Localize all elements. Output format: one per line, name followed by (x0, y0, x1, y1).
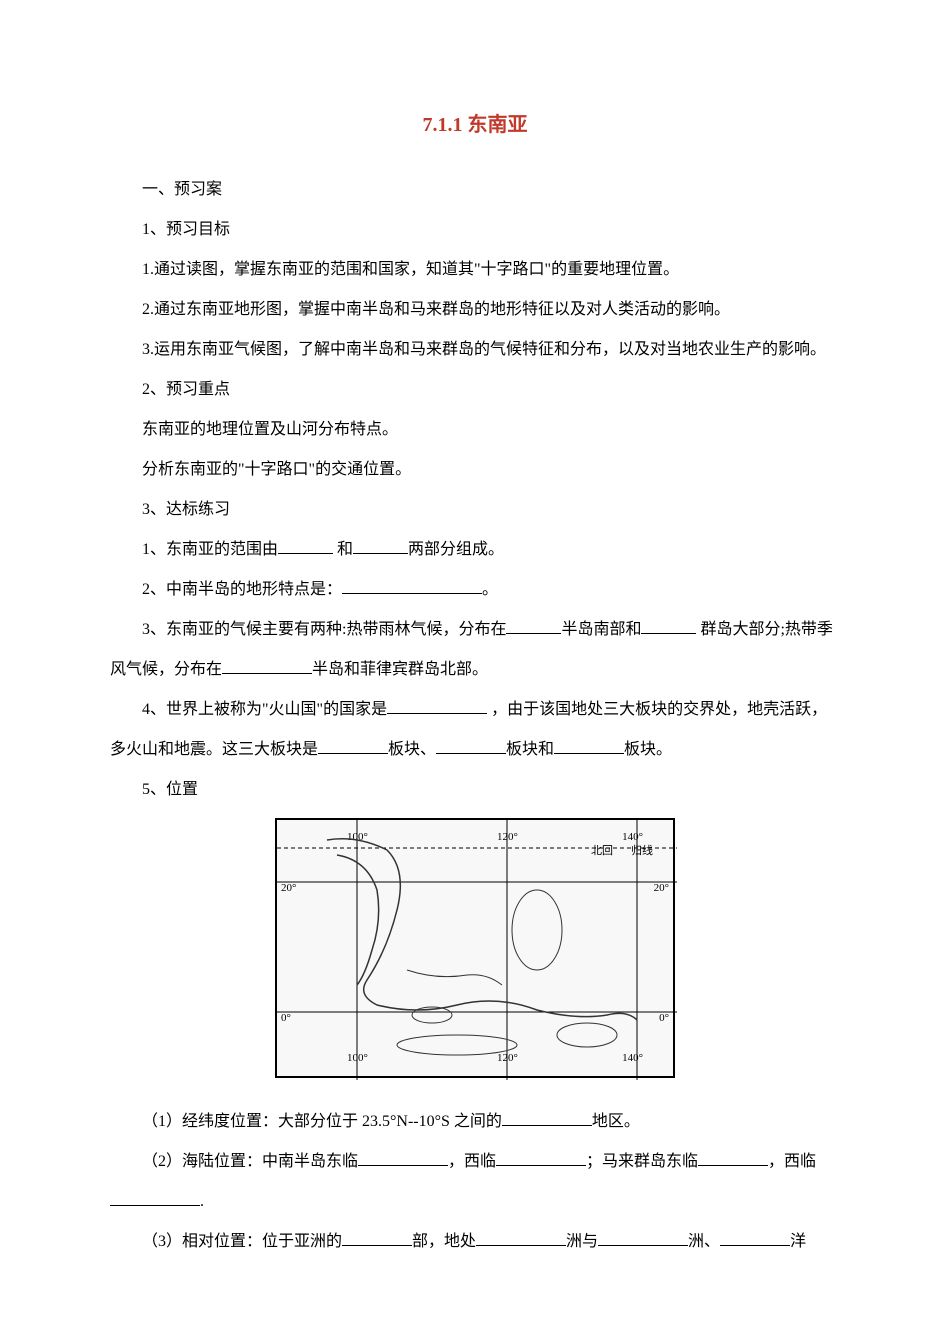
q5-3-text-c: 洲与 (566, 1233, 598, 1250)
q5-2-text-a: （2）海陆位置：中南半岛东临 (142, 1153, 358, 1170)
blank-q5-2-1[interactable] (358, 1165, 448, 1166)
southeast-asia-map: 100° 120° 140° 北回 归线 20° 20° 0° 0° 100° … (275, 818, 675, 1078)
q5-2-text-c: ；马来群岛东临 (586, 1153, 698, 1170)
q3-text-a: 3、东南亚的气候主要有两种:热带雨林气候，分布在 (142, 621, 506, 638)
q4-text-c: 板块、 (388, 741, 436, 758)
subsection-1-2: 2、预习重点 (110, 370, 840, 410)
blank-q4-3[interactable] (436, 753, 506, 754)
blank-q3-2[interactable] (641, 633, 696, 634)
blank-q5-3-3[interactable] (598, 1245, 688, 1246)
map-container: 100° 120° 140° 北回 归线 20° 20° 0° 0° 100° … (110, 810, 840, 1102)
q2-text-a: 2、中南半岛的地形特点是： (142, 581, 342, 598)
question-3: 3、东南亚的气候主要有两种:热带雨林气候，分布在半岛南部和 群岛大部分;热带季风… (110, 610, 840, 690)
document-title: 7.1.1 东南亚 (110, 100, 840, 150)
q5-3-text-d: 洲、 (688, 1233, 720, 1250)
map-svg (277, 820, 677, 1080)
q4-text-d: 板块和 (506, 741, 554, 758)
key-point-2: 分析东南亚的"十字路口"的交通位置。 (110, 450, 840, 490)
blank-q5-3-4[interactable] (720, 1245, 790, 1246)
q1-text-a: 1、东南亚的范围由 (142, 541, 278, 558)
blank-q5-3-1[interactable] (342, 1245, 412, 1246)
subsection-1-1: 1、预习目标 (110, 210, 840, 250)
q4-text-a: 4、世界上被称为"火山国"的国家是 (142, 701, 387, 718)
q5-3-text-e: 洋 (790, 1233, 806, 1250)
blank-q5-2-4[interactable] (110, 1205, 200, 1206)
blank-q4-1[interactable] (387, 713, 487, 714)
blank-q1-2[interactable] (353, 553, 408, 554)
q2-text-b: 。 (482, 581, 498, 598)
title-text: 7.1.1 东南亚 (423, 114, 528, 136)
q5-3-text-b: 部，地处 (412, 1233, 476, 1250)
q4-text-e: 板块。 (624, 741, 672, 758)
q5-2-text-b: ，西临 (448, 1153, 496, 1170)
blank-q4-2[interactable] (318, 753, 388, 754)
q3-text-d: 半岛和菲律宾群岛北部。 (312, 661, 488, 678)
blank-q1-1[interactable] (278, 553, 333, 554)
objective-2: 2.通过东南亚地形图，掌握中南半岛和马来群岛的地形特征以及对人类活动的影响。 (110, 290, 840, 330)
q5-1-text-b: 地区。 (592, 1113, 640, 1130)
blank-q5-2-3[interactable] (698, 1165, 768, 1166)
q1-text-c: 两部分组成。 (408, 541, 504, 558)
blank-q5-3-2[interactable] (476, 1245, 566, 1246)
question-5-1: （1）经纬度位置：大部分位于 23.5°N--10°S 之间的 地区。 (110, 1102, 840, 1142)
question-4: 4、世界上被称为"火山国"的国家是 ，由于该国地处三大板块的交界处，地壳活跃，多… (110, 690, 840, 770)
q5-3-text-a: （3）相对位置：位于亚洲的 (142, 1233, 342, 1250)
question-5-2: （2）海陆位置：中南半岛东临 ，西临 ；马来群岛东临 ，西临 . (110, 1142, 840, 1222)
q5-2-text-d: ，西临 (768, 1153, 816, 1170)
blank-q4-4[interactable] (554, 753, 624, 754)
subsection-1-3: 3、达标练习 (110, 490, 840, 530)
blank-q2-1[interactable] (342, 593, 482, 594)
objective-1: 1.通过读图，掌握东南亚的范围和国家，知道其"十字路口"的重要地理位置。 (110, 250, 840, 290)
objective-3: 3.运用东南亚气候图，了解中南半岛和马来群岛的气候特征和分布，以及对当地农业生产… (110, 330, 840, 370)
blank-q3-1[interactable] (506, 633, 561, 634)
question-5-3: （3）相对位置：位于亚洲的 部，地处 洲与 洲、 洋 (110, 1222, 840, 1262)
section-header-1: 一、预习案 (110, 170, 840, 210)
question-2: 2、中南半岛的地形特点是： 。 (110, 570, 840, 610)
blank-q3-3[interactable] (222, 673, 312, 674)
question-1: 1、东南亚的范围由 和 两部分组成。 (110, 530, 840, 570)
q5-1-text-a: （1）经纬度位置：大部分位于 23.5°N--10°S 之间的 (142, 1113, 502, 1130)
blank-q5-2-2[interactable] (496, 1165, 586, 1166)
q5-2-text-e: . (200, 1193, 204, 1210)
q3-text-b: 半岛南部和 (561, 621, 641, 638)
key-point-1: 东南亚的地理位置及山河分布特点。 (110, 410, 840, 450)
blank-q5-1-1[interactable] (502, 1125, 592, 1126)
question-5-header: 5、位置 (110, 770, 840, 810)
q1-text-b: 和 (333, 541, 353, 558)
